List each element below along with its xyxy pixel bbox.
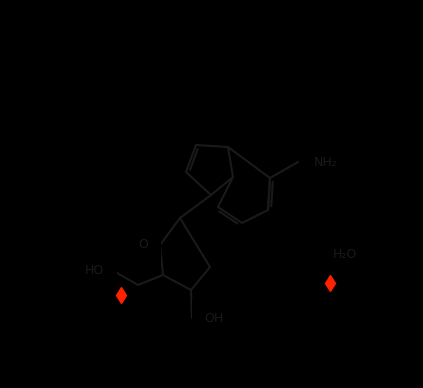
Text: NH₂: NH₂ <box>314 156 338 168</box>
Text: O: O <box>138 239 148 251</box>
Text: H₂O: H₂O <box>333 248 357 262</box>
Text: HO: HO <box>85 263 104 277</box>
Text: OH: OH <box>204 312 223 324</box>
